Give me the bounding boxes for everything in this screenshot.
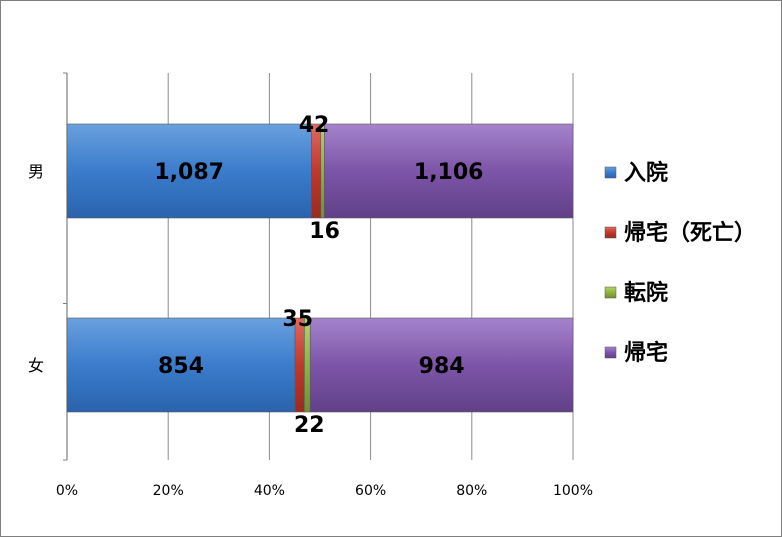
x-tick-label: 60% <box>355 483 386 499</box>
legend-label: 帰宅（死亡） <box>624 220 756 246</box>
legend-label: 帰宅 <box>624 340 668 366</box>
x-tick-label: 40% <box>254 483 285 499</box>
data-label: 984 <box>419 354 465 379</box>
data-label: 35 <box>282 307 313 332</box>
x-tick-label: 80% <box>456 483 487 499</box>
data-label: 22 <box>294 413 325 438</box>
legend-swatch <box>604 166 617 179</box>
data-label: 1,106 <box>414 160 484 185</box>
category-label: 男 <box>28 162 44 181</box>
bar-segment <box>320 123 325 219</box>
x-tick-label: 100% <box>553 483 593 499</box>
legend-label: 入院 <box>624 160 668 186</box>
category-label: 女 <box>28 356 44 375</box>
x-tick-label: 20% <box>153 483 184 499</box>
bar-segment <box>311 123 322 219</box>
data-label: 1,087 <box>154 160 224 185</box>
legend-swatch <box>604 286 617 299</box>
bar-segment <box>66 317 296 413</box>
bar-segment <box>324 123 574 219</box>
bar-segment <box>294 317 305 413</box>
x-tick-label: 0% <box>56 483 78 499</box>
bar-segment <box>304 317 311 413</box>
data-label: 16 <box>309 219 340 244</box>
legend-swatch <box>604 346 617 359</box>
bar-segment <box>309 317 574 413</box>
data-label: 42 <box>299 113 330 138</box>
data-label: 854 <box>158 354 204 379</box>
legend-label: 転院 <box>624 280 668 306</box>
bar-segment <box>66 123 312 219</box>
legend-swatch <box>604 226 617 239</box>
